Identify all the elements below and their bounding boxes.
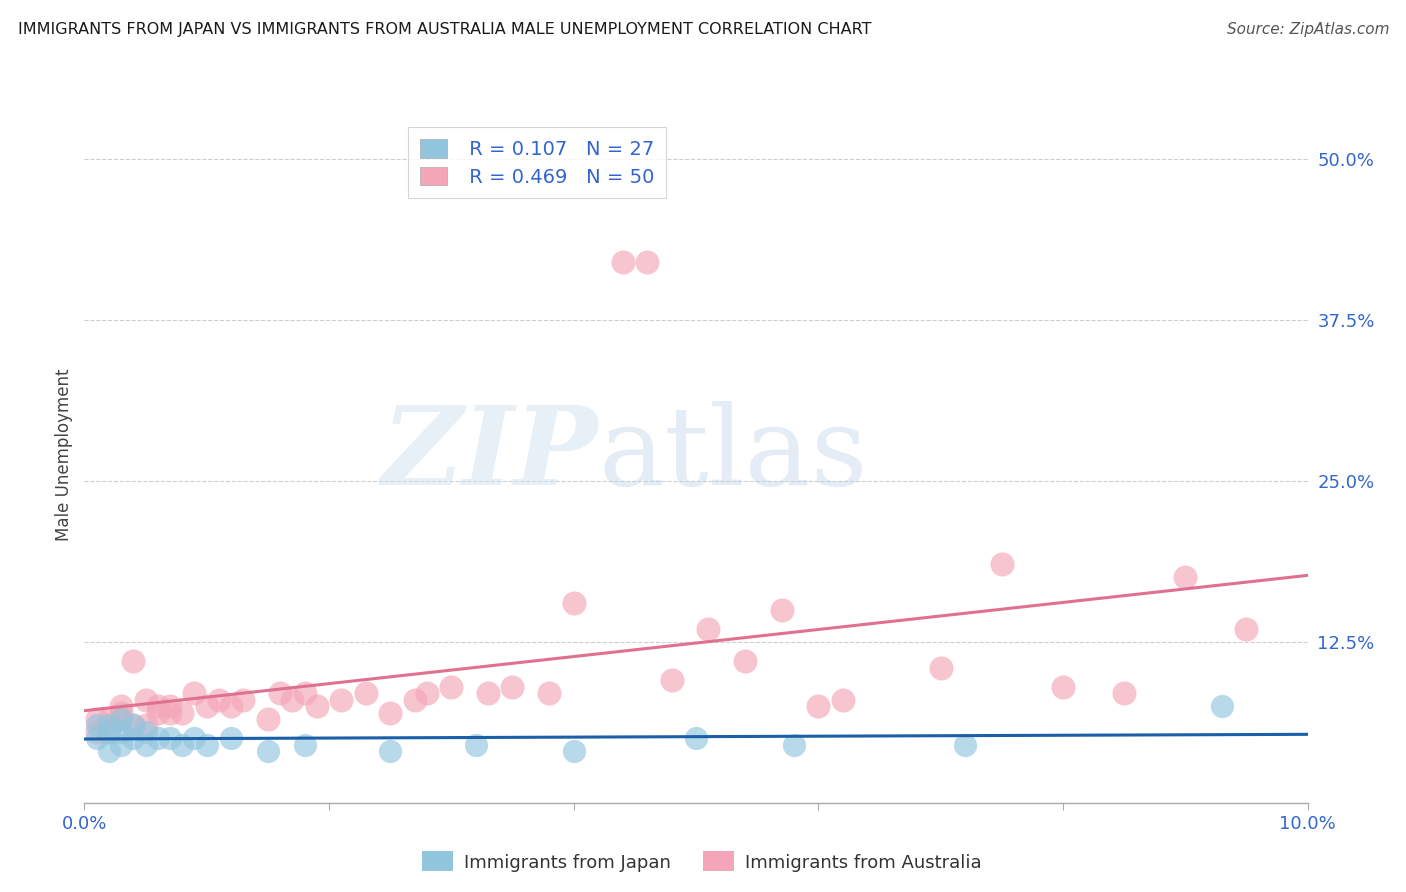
Point xyxy=(159,706,181,720)
Point xyxy=(380,706,402,720)
Point xyxy=(86,712,108,726)
Y-axis label: Male Unemployment: Male Unemployment xyxy=(55,368,73,541)
Point xyxy=(1234,622,1257,636)
Point xyxy=(697,622,720,636)
Point xyxy=(305,699,328,714)
Point xyxy=(1174,570,1197,584)
Point xyxy=(831,692,853,706)
Point xyxy=(159,731,181,746)
Point xyxy=(110,699,132,714)
Point xyxy=(135,725,157,739)
Point xyxy=(1211,699,1233,714)
Point xyxy=(562,596,585,610)
Point xyxy=(269,686,291,700)
Point xyxy=(257,744,280,758)
Point xyxy=(257,712,280,726)
Point xyxy=(172,738,194,752)
Point xyxy=(991,558,1014,572)
Point xyxy=(97,725,120,739)
Point xyxy=(440,680,463,694)
Point xyxy=(661,673,683,688)
Point xyxy=(1052,680,1074,694)
Point xyxy=(953,738,976,752)
Point xyxy=(97,744,120,758)
Point xyxy=(110,712,132,726)
Point xyxy=(770,602,793,616)
Point xyxy=(110,725,132,739)
Point xyxy=(86,731,108,746)
Point xyxy=(380,744,402,758)
Point xyxy=(183,731,205,746)
Point xyxy=(404,692,426,706)
Point xyxy=(135,718,157,732)
Point xyxy=(97,725,120,739)
Point xyxy=(734,654,756,668)
Point xyxy=(232,692,254,706)
Point xyxy=(208,692,231,706)
Text: Source: ZipAtlas.com: Source: ZipAtlas.com xyxy=(1226,22,1389,37)
Point xyxy=(294,738,316,752)
Text: Immigrants from Japan: Immigrants from Japan xyxy=(464,855,671,872)
Point xyxy=(122,731,145,746)
Point xyxy=(110,738,132,752)
Point xyxy=(354,686,377,700)
Point xyxy=(110,706,132,720)
Text: Immigrants from Australia: Immigrants from Australia xyxy=(745,855,981,872)
Point xyxy=(172,706,194,720)
Point xyxy=(135,692,157,706)
Point xyxy=(281,692,304,706)
Point xyxy=(562,744,585,758)
Point xyxy=(294,686,316,700)
Point xyxy=(929,660,952,674)
Point xyxy=(146,699,169,714)
Point xyxy=(464,738,486,752)
Point xyxy=(538,686,561,700)
Text: atlas: atlas xyxy=(598,401,868,508)
Point xyxy=(636,254,658,268)
Point xyxy=(183,686,205,700)
Point xyxy=(122,718,145,732)
Point xyxy=(135,738,157,752)
Point xyxy=(612,254,634,268)
Point xyxy=(195,699,218,714)
Point xyxy=(146,706,169,720)
Point xyxy=(807,699,830,714)
Point xyxy=(1114,686,1136,700)
Point xyxy=(159,699,181,714)
Point xyxy=(783,738,806,752)
Text: IMMIGRANTS FROM JAPAN VS IMMIGRANTS FROM AUSTRALIA MALE UNEMPLOYMENT CORRELATION: IMMIGRANTS FROM JAPAN VS IMMIGRANTS FROM… xyxy=(18,22,872,37)
Point xyxy=(110,712,132,726)
Point xyxy=(146,731,169,746)
Point xyxy=(330,692,353,706)
Text: ZIP: ZIP xyxy=(381,401,598,508)
Point xyxy=(685,731,707,746)
Point xyxy=(416,686,439,700)
Point xyxy=(86,718,108,732)
Point xyxy=(122,654,145,668)
Point xyxy=(219,731,242,746)
Point xyxy=(477,686,499,700)
Point xyxy=(219,699,242,714)
Point xyxy=(502,680,524,694)
Point xyxy=(122,718,145,732)
Point xyxy=(86,725,108,739)
Point xyxy=(195,738,218,752)
Point xyxy=(97,712,120,726)
Legend:  R = 0.107   N = 27,  R = 0.469   N = 50: R = 0.107 N = 27, R = 0.469 N = 50 xyxy=(408,128,665,198)
Point xyxy=(97,718,120,732)
